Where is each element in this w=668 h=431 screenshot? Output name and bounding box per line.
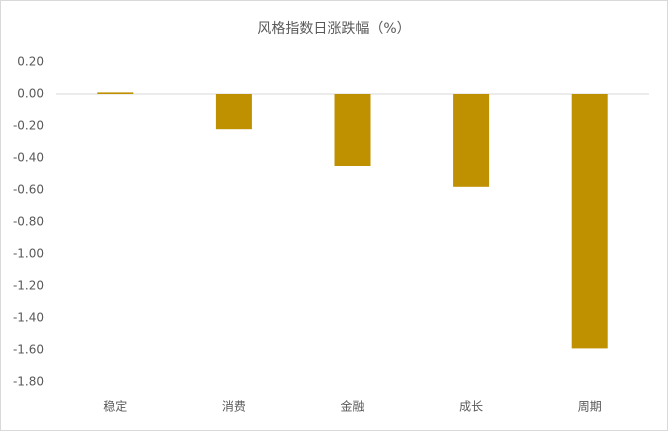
bar (97, 92, 134, 94)
x-tick-label: 消费 (222, 400, 246, 414)
bar (215, 94, 252, 130)
y-tick-label: -1.80 (13, 375, 44, 389)
y-tick-label: -1.00 (13, 247, 44, 261)
x-tick-label: 成长 (459, 400, 483, 414)
y-tick-label: -0.60 (13, 183, 44, 197)
x-tick-label: 金融 (340, 399, 364, 414)
y-tick-label: -0.80 (13, 215, 44, 229)
x-tick-label: 周期 (578, 400, 602, 414)
bar (453, 94, 490, 187)
y-tick-label: -1.20 (13, 279, 44, 293)
y-tick-label: -1.60 (13, 343, 44, 357)
y-tick-label: -0.40 (13, 151, 44, 165)
bar (334, 94, 371, 166)
y-tick-label: 0.00 (17, 87, 44, 101)
x-tick-label: 稳定 (103, 399, 127, 414)
y-tick-label: -1.40 (13, 311, 44, 325)
y-tick-label: 0.20 (17, 55, 44, 69)
chart-title: 风格指数日涨跌幅（%） (257, 21, 410, 37)
bar (571, 94, 608, 349)
y-tick-label: -0.20 (13, 119, 44, 133)
